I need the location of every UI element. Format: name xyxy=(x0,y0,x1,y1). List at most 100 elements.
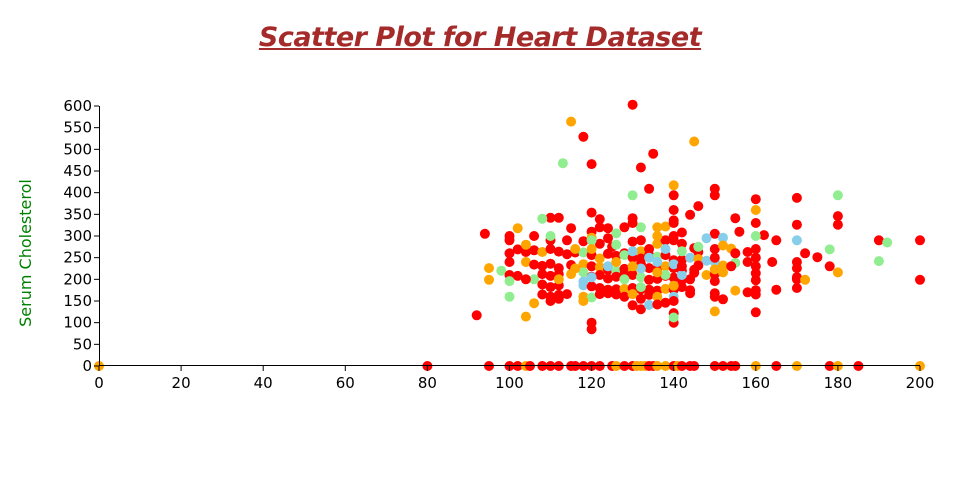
data-point[interactable] xyxy=(915,235,925,246)
data-point[interactable] xyxy=(718,240,728,251)
data-point[interactable] xyxy=(689,267,700,278)
data-point[interactable] xyxy=(635,282,646,293)
data-point[interactable] xyxy=(709,190,720,201)
data-point[interactable] xyxy=(611,271,622,282)
data-point[interactable] xyxy=(709,244,720,254)
data-point[interactable] xyxy=(750,194,761,205)
data-point[interactable] xyxy=(586,159,597,170)
data-point[interactable] xyxy=(627,261,638,272)
data-point[interactable] xyxy=(882,237,893,248)
data-point[interactable] xyxy=(537,289,548,300)
data-point[interactable] xyxy=(676,270,687,280)
data-point[interactable] xyxy=(586,207,597,218)
data-point[interactable] xyxy=(512,223,523,234)
data-point[interactable] xyxy=(635,272,646,283)
data-point[interactable] xyxy=(742,257,753,267)
data-point[interactable] xyxy=(644,183,655,194)
data-point[interactable] xyxy=(627,218,638,228)
data-point[interactable] xyxy=(537,279,548,290)
data-point[interactable] xyxy=(578,131,589,142)
data-point[interactable] xyxy=(644,274,655,285)
data-point[interactable] xyxy=(586,292,597,303)
data-point[interactable] xyxy=(660,244,671,254)
data-point[interactable] xyxy=(832,219,843,230)
data-point[interactable] xyxy=(676,227,687,238)
data-point[interactable] xyxy=(832,267,843,278)
data-point[interactable] xyxy=(668,259,679,270)
data-point[interactable] xyxy=(578,276,589,287)
data-point[interactable] xyxy=(693,241,704,252)
data-point[interactable] xyxy=(529,245,540,256)
data-point[interactable] xyxy=(824,261,835,272)
data-point[interactable] xyxy=(676,246,687,257)
data-point[interactable] xyxy=(537,247,548,257)
data-point[interactable] xyxy=(520,239,531,250)
data-point[interactable] xyxy=(545,258,556,269)
data-point[interactable] xyxy=(566,223,577,234)
data-point[interactable] xyxy=(701,255,712,266)
data-point[interactable] xyxy=(718,232,728,243)
data-point[interactable] xyxy=(570,244,581,254)
data-point[interactable] xyxy=(520,274,531,285)
data-point[interactable] xyxy=(520,247,531,257)
data-point[interactable] xyxy=(557,158,568,169)
data-point[interactable] xyxy=(627,236,638,247)
data-point[interactable] xyxy=(603,261,613,272)
data-point[interactable] xyxy=(660,235,671,246)
data-point[interactable] xyxy=(644,263,655,274)
data-point[interactable] xyxy=(594,238,605,249)
data-point[interactable] xyxy=(562,235,572,246)
data-point[interactable] xyxy=(771,284,782,295)
data-point[interactable] xyxy=(812,252,823,263)
data-point[interactable] xyxy=(578,247,589,258)
data-point[interactable] xyxy=(529,259,540,270)
data-point[interactable] xyxy=(750,205,761,215)
data-point[interactable] xyxy=(709,306,720,317)
data-point[interactable] xyxy=(611,257,622,267)
data-point[interactable] xyxy=(689,136,700,147)
data-point[interactable] xyxy=(619,274,630,285)
data-point[interactable] xyxy=(693,201,704,212)
data-point[interactable] xyxy=(750,218,761,228)
data-point[interactable] xyxy=(771,235,782,246)
data-point[interactable] xyxy=(701,233,712,244)
data-point[interactable] xyxy=(566,116,577,127)
data-point[interactable] xyxy=(496,265,507,276)
data-point[interactable] xyxy=(545,244,556,254)
data-point[interactable] xyxy=(504,257,515,267)
data-point[interactable] xyxy=(520,311,531,322)
data-point[interactable] xyxy=(562,289,572,300)
data-point[interactable] xyxy=(635,246,646,257)
data-point[interactable] xyxy=(627,270,638,280)
data-point[interactable] xyxy=(791,192,802,203)
data-point[interactable] xyxy=(709,264,720,275)
data-point[interactable] xyxy=(652,291,663,302)
data-point[interactable] xyxy=(545,282,556,293)
data-point[interactable] xyxy=(730,248,741,259)
data-point[interactable] xyxy=(603,223,613,234)
data-point[interactable] xyxy=(545,231,556,241)
data-point[interactable] xyxy=(652,238,663,249)
data-point[interactable] xyxy=(635,263,646,274)
data-point[interactable] xyxy=(635,293,646,304)
data-point[interactable] xyxy=(594,289,605,300)
data-point[interactable] xyxy=(594,253,605,264)
data-point[interactable] xyxy=(791,263,802,274)
data-point[interactable] xyxy=(718,267,728,278)
data-point[interactable] xyxy=(586,244,597,254)
data-point[interactable] xyxy=(594,270,605,280)
data-point[interactable] xyxy=(709,276,720,287)
data-point[interactable] xyxy=(718,294,728,305)
data-point[interactable] xyxy=(635,222,646,233)
data-point[interactable] xyxy=(627,99,638,110)
data-point[interactable] xyxy=(800,274,811,285)
data-point[interactable] xyxy=(750,244,761,254)
data-point[interactable] xyxy=(619,222,630,233)
data-point[interactable] xyxy=(520,257,531,267)
data-point[interactable] xyxy=(578,296,589,306)
data-point[interactable] xyxy=(529,298,540,309)
data-point[interactable] xyxy=(685,252,696,263)
data-point[interactable] xyxy=(578,259,589,270)
data-point[interactable] xyxy=(635,235,646,246)
data-point[interactable] xyxy=(660,270,671,280)
